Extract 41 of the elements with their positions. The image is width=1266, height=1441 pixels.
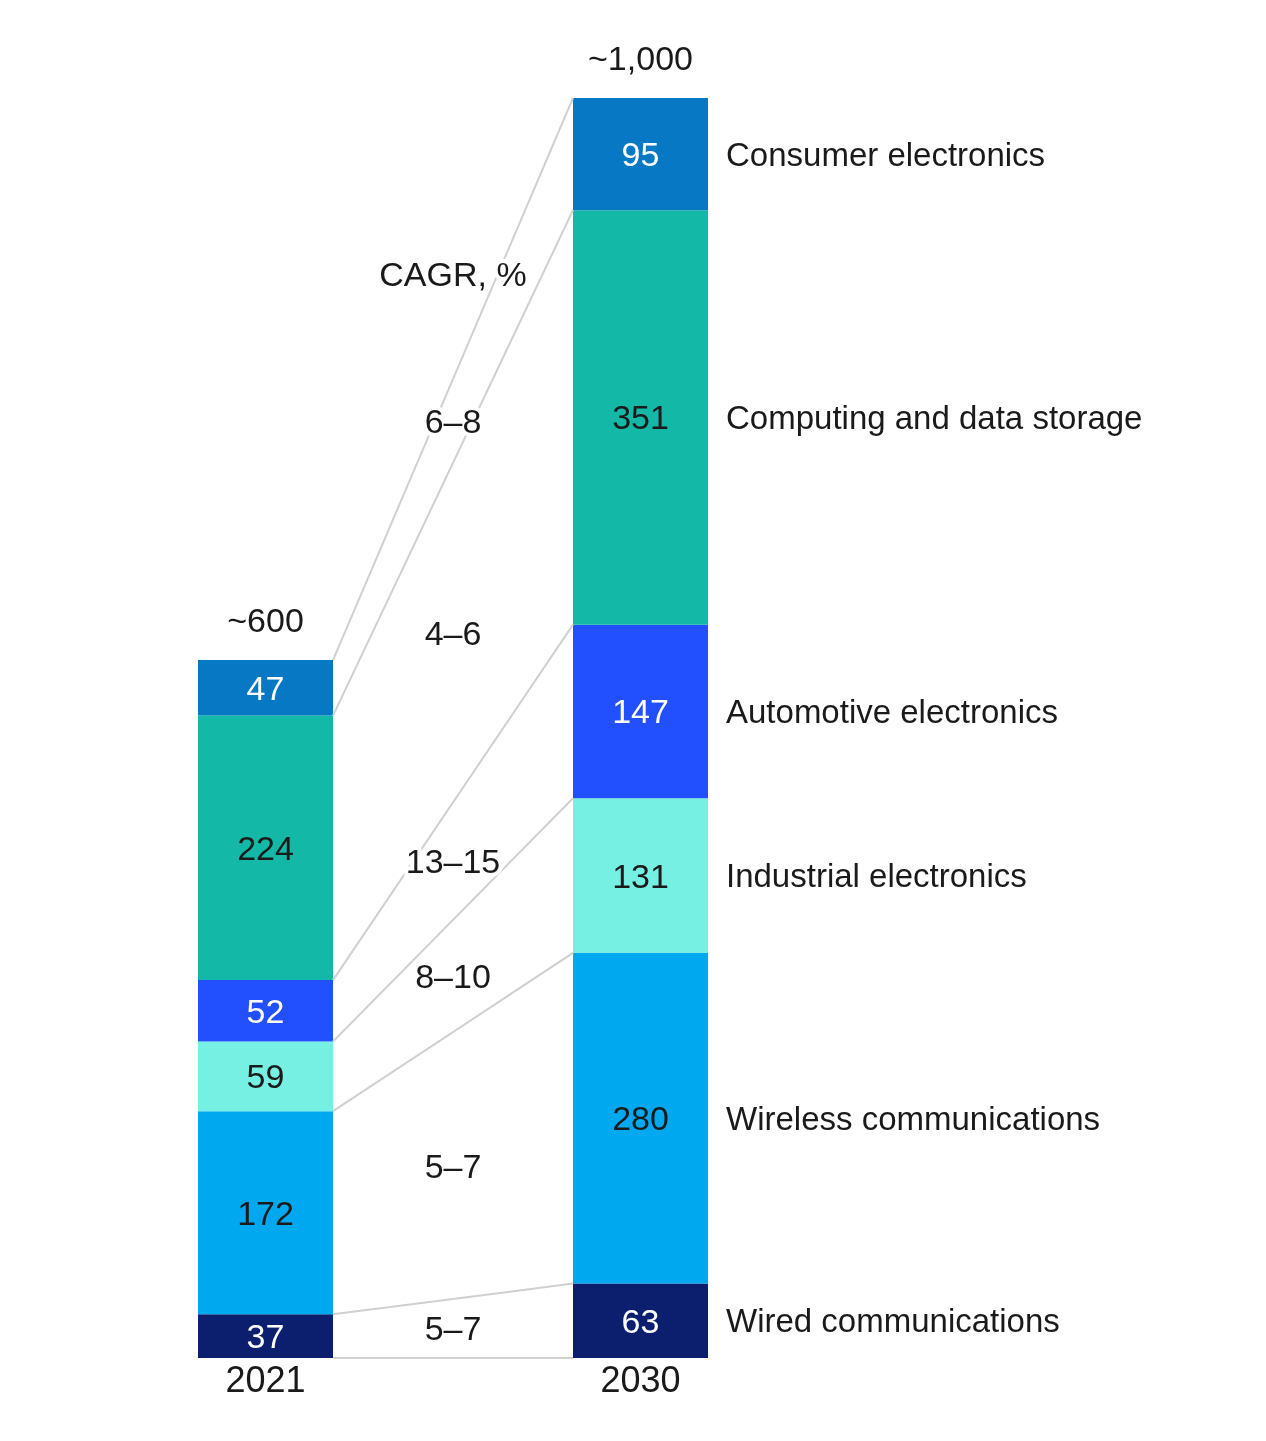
- data-label: 224: [237, 828, 294, 867]
- data-label: 147: [612, 692, 669, 731]
- bar: [573, 210, 708, 625]
- annotation: 5–7: [424, 1146, 482, 1185]
- data-label: 63: [621, 1301, 660, 1340]
- bar: [573, 952, 708, 1284]
- annotation: ~600: [227, 601, 304, 640]
- data-label: 280: [612, 1099, 669, 1138]
- data-label: 131: [612, 856, 669, 895]
- bar: [198, 980, 333, 1042]
- bar: [198, 1111, 333, 1315]
- annotation: CAGR, %: [379, 255, 527, 294]
- data-label: 37: [246, 1317, 285, 1356]
- series-label: Industrial electronics: [726, 857, 1027, 895]
- bar: [573, 798, 708, 953]
- bar: [198, 1041, 333, 1112]
- series-label: Computing and data storage: [726, 398, 1143, 436]
- text: ~1,000: [588, 39, 693, 77]
- x-tick-label: 2030: [600, 1358, 681, 1400]
- bar: [198, 660, 333, 716]
- bar: [198, 715, 333, 981]
- series-label: Wired communications: [726, 1302, 1060, 1340]
- x-tick-label: 2021: [225, 1358, 306, 1400]
- bar: [573, 98, 708, 211]
- bar: [573, 1283, 708, 1358]
- annotation: 6–8: [424, 401, 482, 440]
- series-label: Automotive electronics: [726, 692, 1058, 730]
- bar: [573, 624, 708, 799]
- bar: [198, 1314, 333, 1358]
- data-label: 351: [612, 398, 669, 437]
- data-label: 95: [621, 135, 660, 174]
- annotation: 8–10: [415, 956, 491, 995]
- annotation: 13–15: [405, 842, 501, 881]
- annotation: 5–7: [424, 1309, 482, 1348]
- annotation: 4–6: [424, 613, 482, 652]
- series-label: Wireless communications: [726, 1099, 1101, 1137]
- series-label: Consumer electronics: [726, 135, 1046, 173]
- data-label: 47: [246, 668, 285, 707]
- data-label: 172: [237, 1193, 294, 1232]
- data-label: 52: [246, 991, 285, 1030]
- data-label: 59: [246, 1057, 285, 1096]
